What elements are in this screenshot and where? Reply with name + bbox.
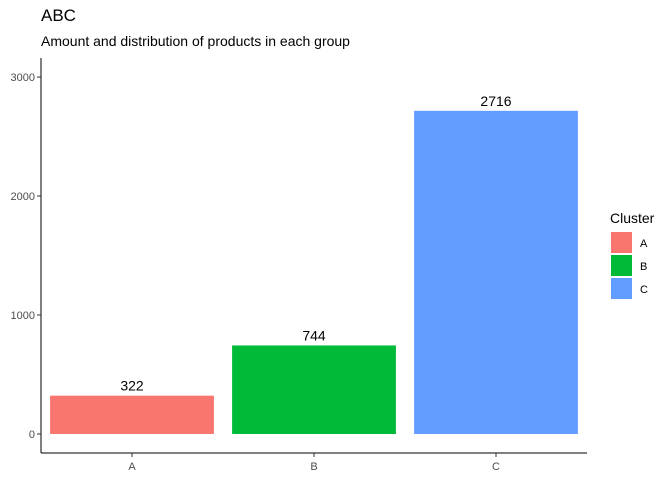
x-tick-label-A: A xyxy=(128,461,136,473)
x-tick-label-B: B xyxy=(310,461,317,473)
bar-C xyxy=(414,110,578,434)
chart-subtitle: Amount and distribution of products in e… xyxy=(41,33,350,49)
bar-B xyxy=(232,345,396,434)
bar-A xyxy=(50,395,214,434)
legend-label-A: A xyxy=(640,238,648,250)
data-label-A: 322 xyxy=(120,378,144,394)
data-label-B: 744 xyxy=(302,327,326,343)
legend-title: Cluster xyxy=(610,210,655,226)
y-tick-label-3000: 3000 xyxy=(11,72,35,84)
y-tick-label-0: 0 xyxy=(29,429,35,441)
data-label-C: 2716 xyxy=(480,93,511,109)
chart-title: ABC xyxy=(41,6,76,25)
y-tick-label-2000: 2000 xyxy=(11,191,35,203)
legend-label-C: C xyxy=(640,284,648,296)
x-tick-label-C: C xyxy=(492,461,500,473)
legend-key-A xyxy=(611,232,632,253)
legend-label-B: B xyxy=(640,261,647,273)
legend-key-C xyxy=(611,278,632,299)
legend-key-B xyxy=(611,255,632,276)
y-tick-label-1000: 1000 xyxy=(11,310,35,322)
